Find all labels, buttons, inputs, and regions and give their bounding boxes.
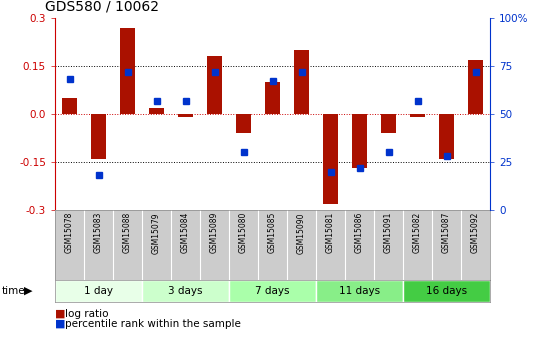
- Bar: [439, 114, 454, 159]
- Bar: [229, 280, 316, 302]
- Text: GSM15085: GSM15085: [268, 212, 277, 254]
- Text: GSM15083: GSM15083: [94, 212, 103, 254]
- Bar: [410, 114, 425, 117]
- Text: GSM15089: GSM15089: [210, 212, 219, 254]
- Bar: [468, 60, 483, 114]
- Text: GSM15078: GSM15078: [65, 212, 74, 254]
- Bar: [323, 114, 338, 204]
- Text: GSM15080: GSM15080: [239, 212, 248, 254]
- Bar: [265, 82, 280, 114]
- Bar: [91, 114, 106, 159]
- Text: GSM15091: GSM15091: [384, 212, 393, 254]
- Bar: [120, 28, 135, 114]
- Bar: [142, 280, 229, 302]
- Text: percentile rank within the sample: percentile rank within the sample: [65, 319, 241, 329]
- Bar: [352, 114, 367, 168]
- Text: ■: ■: [55, 309, 65, 319]
- Bar: [294, 50, 309, 114]
- Text: 1 day: 1 day: [84, 286, 113, 296]
- Text: GSM15087: GSM15087: [442, 212, 451, 254]
- Text: 3 days: 3 days: [168, 286, 202, 296]
- Text: GSM15079: GSM15079: [152, 212, 161, 254]
- Bar: [316, 280, 403, 302]
- Text: log ratio: log ratio: [65, 309, 109, 319]
- Bar: [55, 280, 142, 302]
- Text: 7 days: 7 days: [255, 286, 290, 296]
- Bar: [149, 108, 164, 114]
- Text: GSM15090: GSM15090: [297, 212, 306, 254]
- Text: GSM15084: GSM15084: [181, 212, 190, 254]
- Bar: [207, 56, 222, 114]
- Text: time: time: [2, 286, 25, 296]
- Bar: [178, 114, 193, 117]
- Text: GDS580 / 10062: GDS580 / 10062: [45, 0, 159, 14]
- Text: GSM15086: GSM15086: [355, 212, 364, 254]
- Bar: [381, 114, 396, 133]
- Text: ■: ■: [55, 319, 65, 329]
- Text: GSM15082: GSM15082: [413, 212, 422, 253]
- Bar: [237, 114, 251, 133]
- Text: GSM15092: GSM15092: [471, 212, 480, 254]
- Bar: [403, 280, 490, 302]
- Text: GSM15088: GSM15088: [123, 212, 132, 253]
- Text: 11 days: 11 days: [339, 286, 380, 296]
- Bar: [62, 98, 77, 114]
- Text: 16 days: 16 days: [426, 286, 467, 296]
- Text: ▶: ▶: [24, 286, 32, 296]
- Text: GSM15081: GSM15081: [326, 212, 335, 253]
